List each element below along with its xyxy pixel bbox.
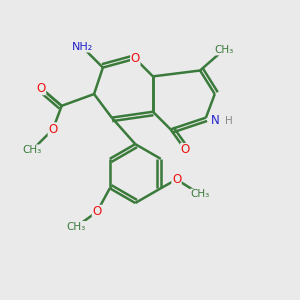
Text: CH₃: CH₃ [22,145,42,155]
Text: H: H [225,116,233,126]
Text: CH₃: CH₃ [190,189,210,199]
Text: O: O [181,143,190,157]
Text: O: O [48,123,58,136]
Text: N: N [210,114,219,127]
Text: CH₃: CH₃ [67,222,86,232]
Text: O: O [92,205,102,218]
Text: CH₃: CH₃ [214,45,233,55]
Text: O: O [36,82,46,95]
Text: NH₂: NH₂ [72,42,93,52]
Text: O: O [131,52,140,65]
Text: O: O [172,173,181,186]
